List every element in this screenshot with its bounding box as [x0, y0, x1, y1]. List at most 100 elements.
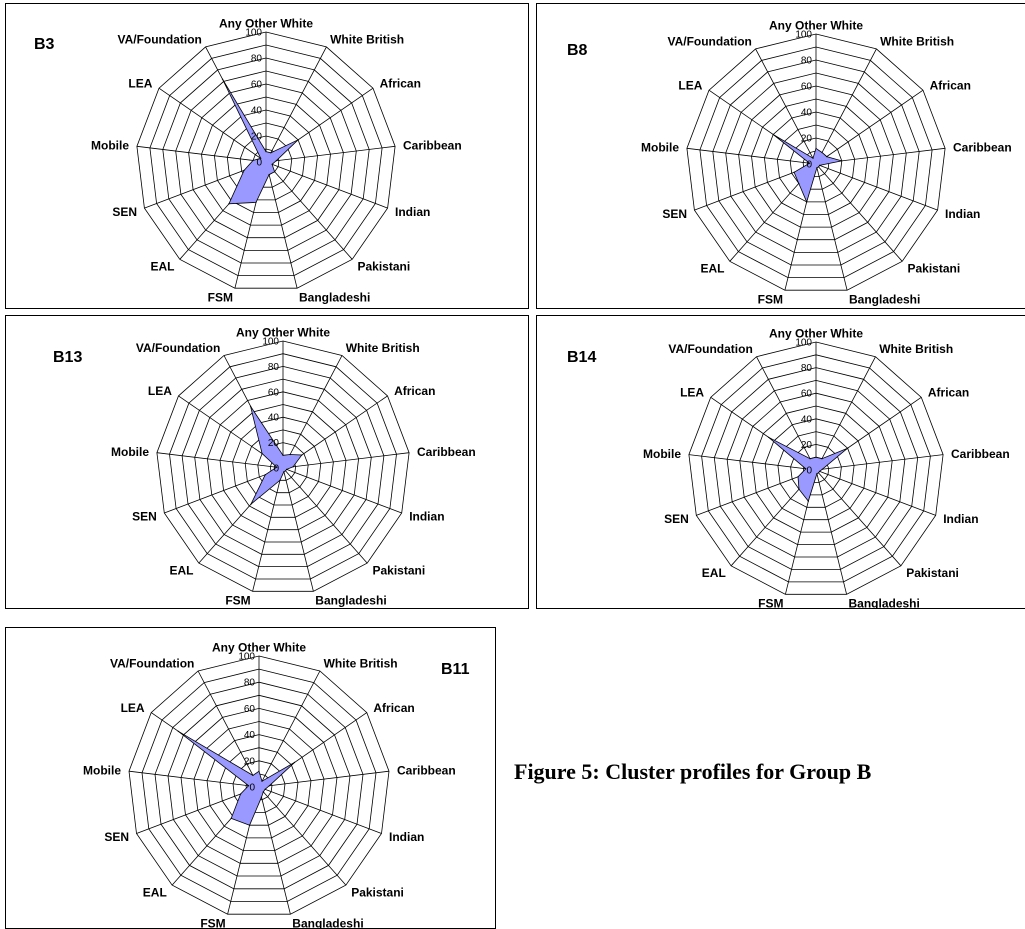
data-point [260, 157, 262, 159]
grid-spoke [258, 770, 390, 788]
grid-spoke [815, 163, 848, 291]
chart-panel-b3: 0 20 40 60 80 100 Any Other White White British… [5, 3, 529, 309]
grid-ring [162, 57, 370, 264]
category-label: SEN [664, 512, 689, 526]
category-label: Mobile [83, 764, 121, 778]
data-point [768, 436, 770, 438]
radial-tick-label: 20 [251, 132, 263, 143]
category-label: FSM [758, 293, 783, 307]
grid-ring [156, 340, 410, 592]
data-point [274, 171, 276, 173]
category-label: African [394, 384, 435, 398]
category-label: Mobile [91, 139, 129, 153]
grid-spoke [686, 147, 817, 165]
data-point [815, 456, 817, 458]
data-point [230, 817, 232, 819]
category-label: Caribbean [403, 139, 462, 153]
data-point [805, 468, 807, 470]
grid-ring [128, 655, 390, 915]
grid-spoke [252, 467, 284, 592]
grid-ring [175, 70, 357, 251]
chart-panel-b13: 0 20 40 60 80 100 Any Other White White British… [5, 315, 529, 609]
data-point [772, 133, 774, 136]
data-point [816, 473, 818, 475]
data-point [264, 474, 266, 476]
category-label: SEN [662, 207, 687, 221]
radial-tick-label: 0 [273, 464, 279, 475]
grid-ring [180, 707, 338, 864]
category-label: Caribbean [951, 447, 1010, 461]
grid-ring [167, 694, 351, 877]
radial-tick-label: 60 [801, 389, 813, 400]
grid-spoke [265, 46, 327, 163]
data-point [261, 453, 263, 455]
grid-spoke [282, 452, 410, 469]
grid-spoke [755, 48, 817, 165]
grid-ring [726, 379, 906, 558]
category-label: EAL [143, 885, 167, 899]
data-point [821, 468, 823, 470]
category-label: LEA [128, 77, 152, 91]
category-label: LEA [148, 384, 172, 398]
data-point [821, 151, 823, 154]
data-point [815, 147, 817, 149]
grid-spoke [696, 469, 817, 516]
data-point [847, 447, 849, 449]
category-label: EAL [170, 563, 194, 577]
radial-tick-label: 100 [795, 338, 812, 349]
grid-ring [713, 367, 919, 570]
data-point [821, 458, 823, 460]
category-label: Mobile [643, 447, 681, 461]
category-label: EAL [701, 262, 725, 276]
category-label: Any Other White [769, 327, 863, 341]
category-label: African [928, 386, 969, 400]
series-area [772, 134, 842, 204]
radial-tick-label: 20 [268, 438, 280, 449]
grid-ring [169, 353, 397, 580]
cluster-id-label: B8 [567, 42, 588, 59]
grid-ring [688, 341, 944, 595]
radial-tick-label: 80 [251, 54, 263, 65]
data-point [797, 476, 799, 478]
category-label: FSM [200, 916, 225, 928]
data-point [806, 201, 808, 203]
grid-spoke [282, 467, 314, 592]
data-point [841, 160, 843, 162]
data-point [294, 761, 296, 763]
grid-ring [206, 734, 312, 839]
grid-ring [244, 429, 322, 506]
grid-spoke [258, 670, 321, 788]
grid-ring [154, 681, 364, 890]
chart-panel-b8: 0 20 40 60 80 100 Any Other White White British… [536, 3, 1025, 309]
radial-tick-label: 100 [795, 30, 812, 41]
series-area [768, 436, 848, 502]
chart-panel-b11: 0 20 40 60 80 100 Any Other White White British… [5, 627, 496, 929]
category-label: VA/Foundation [668, 342, 752, 356]
grid-spoke [688, 454, 817, 471]
data-point [819, 470, 821, 472]
grid-spoke [158, 87, 267, 163]
radial-tick-label: 40 [251, 106, 263, 117]
radial-tick-label: 0 [806, 160, 812, 171]
radial-tick-label: 80 [801, 56, 813, 67]
radial-tick-label: 60 [251, 80, 263, 91]
data-point [249, 405, 252, 407]
radial-tick-label: 60 [244, 704, 256, 715]
category-label: FSM [225, 594, 250, 608]
grid-spoke [815, 454, 944, 471]
category-label: FSM [758, 597, 783, 609]
category-label: Bangladeshi [849, 293, 920, 307]
data-point [262, 791, 264, 793]
grid-ring [206, 391, 360, 543]
grid-ring [232, 416, 334, 518]
category-label: VA/Foundation [667, 34, 751, 48]
data-point [283, 471, 285, 473]
category-label: Indian [945, 207, 980, 221]
grid-spoke [265, 161, 388, 209]
grid-ring [181, 365, 385, 568]
category-label: VA/Foundation [110, 657, 194, 671]
grid-ring [141, 668, 377, 902]
chart-panel-b14: 0 20 40 60 80 100 Any Other White White British… [536, 315, 1025, 609]
grid-ring [213, 109, 319, 213]
